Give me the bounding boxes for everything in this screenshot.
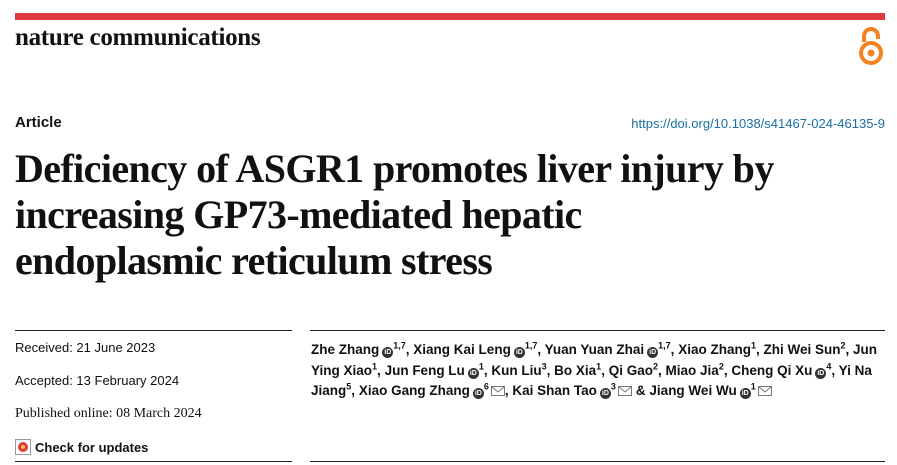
updates-icon <box>15 439 31 455</box>
separator: , <box>537 342 542 357</box>
author: Zhe Zhang iD1,7 <box>311 340 406 358</box>
affiliation: 6 <box>483 381 489 392</box>
mail-icon[interactable] <box>490 386 505 396</box>
affiliation: 1 <box>750 381 756 392</box>
author: Xiao Zhang1 <box>678 340 756 357</box>
author: Jiang Wei Wu iD1 <box>649 381 772 399</box>
author-name: Bo Xia <box>554 362 597 378</box>
title-line: endoplasmic reticulum stress <box>15 238 493 283</box>
mail-icon[interactable] <box>617 386 632 396</box>
separator: , <box>546 362 551 378</box>
orcid-icon[interactable]: iD <box>382 347 394 358</box>
separator: , <box>504 383 509 398</box>
top-bar <box>15 13 885 20</box>
journal-name: nature communications <box>15 24 261 51</box>
separator: , <box>405 342 410 357</box>
affiliation: 1 <box>372 361 378 371</box>
author: Yuan Yuan Zhai iD1,7 <box>544 340 671 358</box>
author: Jun Feng Lu iD1 <box>384 361 484 379</box>
affiliation: 4 <box>826 361 832 371</box>
author: Qi Gao2 <box>608 361 658 378</box>
separator: , <box>670 342 675 357</box>
separator: , <box>845 342 850 357</box>
author: Yi Na Jiang5 <box>311 363 872 399</box>
orcid-icon[interactable]: iD <box>815 367 827 379</box>
affiliation: 1,7 <box>658 340 671 351</box>
affiliation: 5 <box>346 381 352 392</box>
author-name: Xiao Zhang <box>678 342 751 357</box>
check-updates[interactable]: Check for updates <box>15 439 292 455</box>
author: Jun Ying Xiao1 <box>311 342 877 378</box>
author-name: Kai Shan Tao <box>512 383 597 398</box>
affiliation: 3 <box>610 381 616 392</box>
affiliation: 1 <box>596 361 602 371</box>
orcid-icon[interactable]: iD <box>647 347 659 358</box>
affiliation: 3 <box>541 361 547 371</box>
affiliation: 2 <box>840 340 846 351</box>
author-name: Zhe Zhang <box>311 342 380 357</box>
affiliation: 1 <box>478 361 484 371</box>
orcid-icon[interactable]: iD <box>472 388 484 399</box>
divider <box>310 461 885 462</box>
separator: , <box>831 362 836 378</box>
author: Cheng Qi Xu iD4 <box>731 361 832 379</box>
separator: , <box>601 362 605 378</box>
dates: Received: 21 June 2023 Accepted: 13 Febr… <box>15 340 292 455</box>
affiliation: 1,7 <box>524 340 538 351</box>
accepted-date: Accepted: 13 February 2024 <box>15 373 180 388</box>
mail-icon[interactable] <box>757 386 772 396</box>
author-name: Xiao Gang Zhang <box>358 383 470 398</box>
separator: , <box>723 362 728 378</box>
author-name: Jiang Wei Wu <box>649 383 737 398</box>
orcid-icon[interactable]: iD <box>599 388 611 399</box>
received-date: Received: 21 June 2023 <box>15 340 156 355</box>
author-name: Jun Ying Xiao <box>311 342 878 378</box>
affiliation: 1 <box>750 340 756 351</box>
open-access-icon <box>859 27 883 65</box>
author-name: Kun Liu <box>491 362 542 378</box>
separator: , <box>351 383 356 398</box>
article-type: Article <box>15 114 62 131</box>
author-name: Zhi Wei Sun <box>763 342 841 357</box>
author: Xiao Gang Zhang iD6 <box>358 381 505 399</box>
author-list: Zhe Zhang iD1,7, Xiang Kai Leng iD1,7, Yua… <box>311 340 889 402</box>
author-name: Yuan Yuan Zhai <box>544 342 645 357</box>
author-name: Miao Jia <box>665 362 719 378</box>
author-name: Yi Na Jiang <box>311 362 872 399</box>
affiliation: 1,7 <box>393 340 406 351</box>
author-name: Xiang Kai Leng <box>413 342 511 357</box>
author-name: Jun Feng Lu <box>384 362 465 378</box>
author: Kai Shan Tao iD3 <box>512 381 632 399</box>
separator: , <box>377 362 381 378</box>
doi-link[interactable]: https://doi.org/10.1038/s41467-024-46135… <box>631 116 885 131</box>
author-name: Cheng Qi Xu <box>731 362 813 378</box>
orcid-icon[interactable]: iD <box>467 367 479 379</box>
article-title: Deficiency of ASGR1 promotes liver injur… <box>15 146 890 284</box>
author: Xiang Kai Leng iD1,7 <box>413 340 538 358</box>
title-line: Deficiency of ASGR1 promotes liver injur… <box>15 146 774 191</box>
divider <box>15 330 292 331</box>
title-line: increasing GP73-mediated hepatic <box>15 192 582 237</box>
affiliation: 2 <box>652 361 658 371</box>
divider <box>310 330 885 331</box>
separator: , <box>483 362 488 378</box>
separator: , <box>658 362 662 378</box>
author: Zhi Wei Sun2 <box>763 340 846 357</box>
author-name: Qi Gao <box>608 362 653 378</box>
divider <box>15 461 292 462</box>
affiliation: 2 <box>718 361 724 371</box>
author: Miao Jia2 <box>665 361 724 378</box>
orcid-icon[interactable]: iD <box>513 347 525 358</box>
orcid-icon[interactable]: iD <box>739 388 751 399</box>
separator: , <box>755 342 760 357</box>
check-updates-text: Check for updates <box>35 439 149 455</box>
author: Bo Xia1 <box>554 361 602 378</box>
separator: & <box>635 383 646 398</box>
author: Kun Liu3 <box>491 361 547 378</box>
published-date: Published online: 08 March 2024 <box>15 406 202 421</box>
